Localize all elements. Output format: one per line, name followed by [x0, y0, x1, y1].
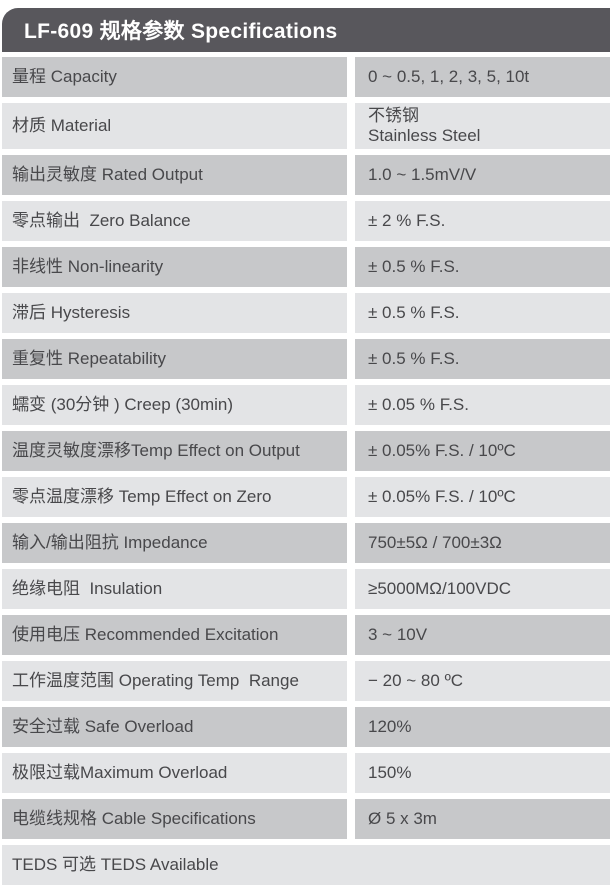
table-row: 非线性 Non-linearity ± 0.5 % F.S.	[2, 247, 610, 288]
row-value: ± 2 % F.S.	[355, 201, 610, 242]
row-label: 使用电压 Recommended Excitation	[2, 615, 347, 656]
row-label: 绝缘电阻 Insulation	[2, 569, 347, 610]
row-label: 零点温度漂移 Temp Effect on Zero	[2, 477, 347, 518]
row-label: 极限过载Maximum Overload	[2, 753, 347, 794]
table-row: 滞后 Hysteresis ± 0.5 % F.S.	[2, 293, 610, 334]
row-label: 材质 Material	[2, 103, 347, 150]
row-label: 非线性 Non-linearity	[2, 247, 347, 288]
row-value: ± 0.5 % F.S.	[355, 247, 610, 288]
row-label: 工作温度范围 Operating Temp Range	[2, 661, 347, 702]
row-label: TEDS 可选 TEDS Available	[2, 845, 610, 886]
row-value: 不锈钢 Stainless Steel	[355, 103, 610, 150]
row-value: Ø 5 x 3m	[355, 799, 610, 840]
row-value: ≥5000MΩ/100VDC	[355, 569, 610, 610]
row-label: 量程 Capacity	[2, 57, 347, 97]
row-value: ± 0.5 % F.S.	[355, 339, 610, 380]
row-value: 120%	[355, 707, 610, 748]
row-value: 0 ~ 0.5, 1, 2, 3, 5, 10t	[355, 57, 610, 97]
table-row: 电缆线规格 Cable Specifications Ø 5 x 3m	[2, 799, 610, 840]
table-row: 使用电压 Recommended Excitation 3 ~ 10V	[2, 615, 610, 656]
row-label: 零点输出 Zero Balance	[2, 201, 347, 242]
spec-table: LF-609 规格参数 Specifications 量程 Capacity 0…	[2, 8, 610, 891]
row-label: 电缆线规格 Cable Specifications	[2, 799, 347, 840]
table-row: 重复性 Repeatability ± 0.5 % F.S.	[2, 339, 610, 380]
row-label: 输入/输出阻抗 Impedance	[2, 523, 347, 564]
table-row: 工作温度范围 Operating Temp Range − 20 ~ 80 ºC	[2, 661, 610, 702]
row-value: ± 0.05% F.S. / 10ºC	[355, 431, 610, 472]
table-body: 量程 Capacity 0 ~ 0.5, 1, 2, 3, 5, 10t 材质 …	[2, 57, 610, 886]
row-value: − 20 ~ 80 ºC	[355, 661, 610, 702]
table-row: 安全过载 Safe Overload 120%	[2, 707, 610, 748]
table-row: 零点输出 Zero Balance ± 2 % F.S.	[2, 201, 610, 242]
row-value: 1.0 ~ 1.5mV/V	[355, 155, 610, 196]
row-label: 重复性 Repeatability	[2, 339, 347, 380]
row-value: 3 ~ 10V	[355, 615, 610, 656]
row-label: 安全过载 Safe Overload	[2, 707, 347, 748]
row-label: 温度灵敏度漂移Temp Effect on Output	[2, 431, 347, 472]
table-row: 绝缘电阻 Insulation ≥5000MΩ/100VDC	[2, 569, 610, 610]
table-row: 量程 Capacity 0 ~ 0.5, 1, 2, 3, 5, 10t	[2, 57, 610, 97]
table-title: LF-609 规格参数 Specifications	[24, 20, 338, 43]
row-value: ± 0.5 % F.S.	[355, 293, 610, 334]
table-row: 输入/输出阻抗 Impedance 750±5Ω / 700±3Ω	[2, 523, 610, 564]
row-label: 滞后 Hysteresis	[2, 293, 347, 334]
table-row: 极限过载Maximum Overload 150%	[2, 753, 610, 794]
row-value: 750±5Ω / 700±3Ω	[355, 523, 610, 564]
row-value: ± 0.05 % F.S.	[355, 385, 610, 426]
table-header-bar: LF-609 规格参数 Specifications	[2, 8, 610, 52]
table-row: 零点温度漂移 Temp Effect on Zero ± 0.05% F.S. …	[2, 477, 610, 518]
table-row: TEDS 可选 TEDS Available	[2, 845, 610, 886]
table-row: 温度灵敏度漂移Temp Effect on Output ± 0.05% F.S…	[2, 431, 610, 472]
table-row: 蠕变 (30分钟 ) Creep (30min) ± 0.05 % F.S.	[2, 385, 610, 426]
table-row: 材质 Material 不锈钢 Stainless Steel	[2, 103, 610, 150]
row-value: 150%	[355, 753, 610, 794]
row-label: 输出灵敏度 Rated Output	[2, 155, 347, 196]
table-row: 输出灵敏度 Rated Output 1.0 ~ 1.5mV/V	[2, 155, 610, 196]
row-value: ± 0.05% F.S. / 10ºC	[355, 477, 610, 518]
row-label: 蠕变 (30分钟 ) Creep (30min)	[2, 385, 347, 426]
